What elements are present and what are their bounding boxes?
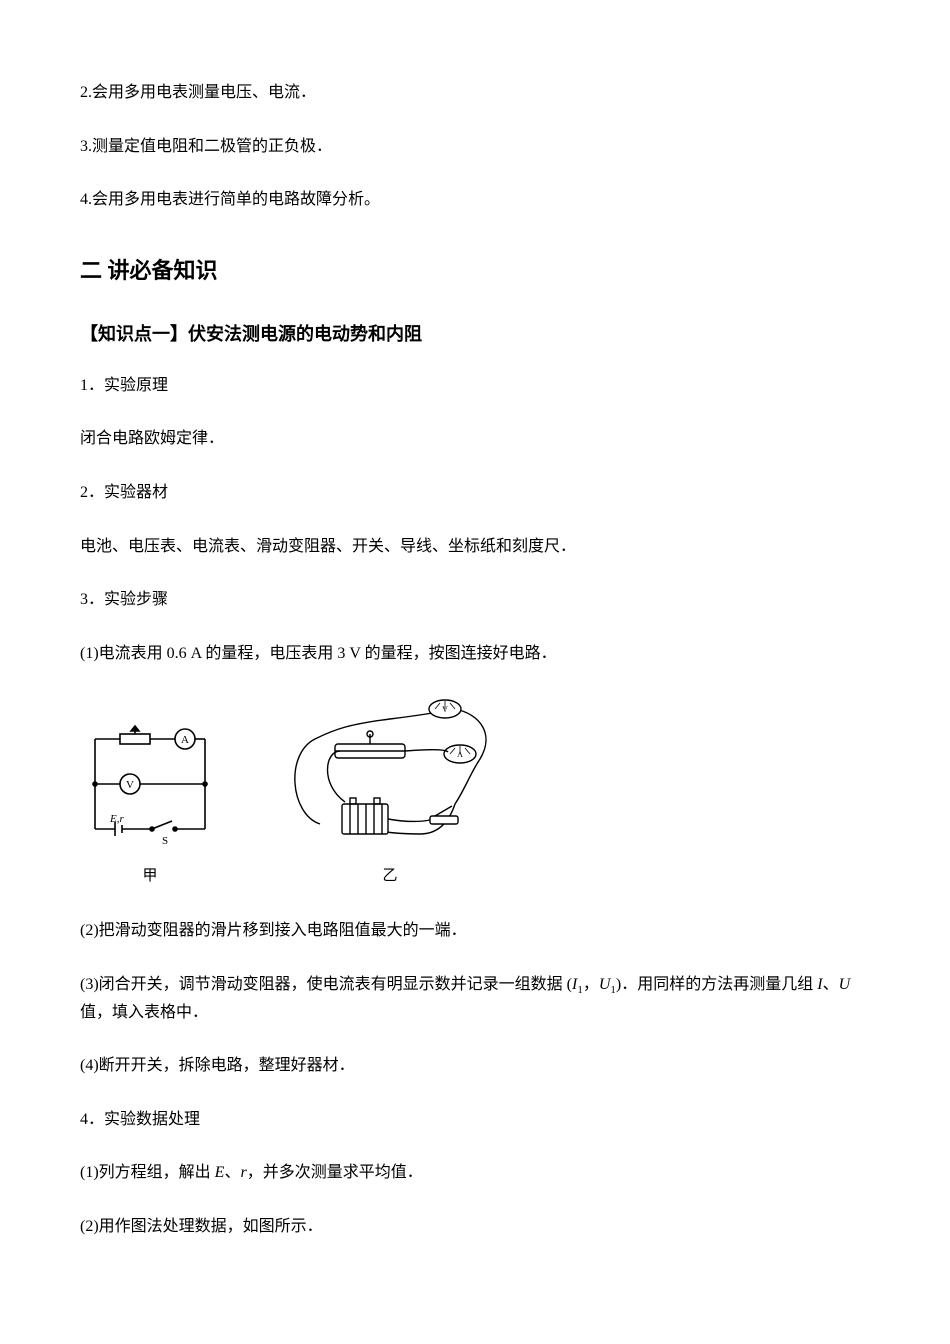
dp1-E: E: [215, 1164, 225, 1181]
ammeter-label: A: [181, 734, 189, 746]
circuit-diagram-a: A V E,r S: [80, 724, 220, 854]
intro-item-4: 4.会用多用电表进行简单的电路故障分析。: [80, 187, 870, 213]
data-processing-label: 4．实验数据处理: [80, 1107, 870, 1133]
figure-a-label: 甲: [142, 864, 157, 888]
dp-2: (2)用作图法处理数据，如图所示．: [80, 1214, 870, 1240]
step-1: (1)电流表用 0.6 A 的量程，电压表用 3 V 的量程，按图连接好电路．: [80, 641, 870, 667]
step-4: (4)断开开关，拆除电路，整理好器材．: [80, 1053, 870, 1079]
principle-body: 闭合电路欧姆定律．: [80, 426, 870, 452]
step-2: (2)把滑动变阻器的滑片移到接入电路阻值最大的一端．: [80, 918, 870, 944]
apparatus-body: 电池、电压表、电流表、滑动变阻器、开关、导线、坐标纸和刻度尺．: [80, 534, 870, 560]
pictorial-diagram-b: V A: [280, 694, 500, 854]
step-3: (3)闭合开关，调节滑动变阻器，使电流表有明显示数并记录一组数据 (I1，U1)…: [80, 972, 870, 1025]
step3-text-c: 值，填入表格中．: [80, 1004, 208, 1021]
principle-label: 1．实验原理: [80, 373, 870, 399]
dp1-b: ，并多次测量求平均值．: [247, 1164, 423, 1181]
figure-row: A V E,r S 甲: [80, 694, 870, 888]
switch-label: S: [162, 835, 168, 847]
steps-label: 3．实验步骤: [80, 587, 870, 613]
pictorial-a-label: A: [457, 750, 463, 759]
knowledge-point-1-title: 【知识点一】伏安法测电源的电动势和内阻: [80, 320, 870, 349]
pictorial-v-label: V: [442, 705, 448, 714]
step3-U: U: [839, 976, 851, 993]
section-2-heading: 二 讲必备知识: [80, 253, 870, 288]
figure-b-label: 乙: [382, 864, 397, 888]
dp-1: (1)列方程组，解出 E、r，并多次测量求平均值．: [80, 1160, 870, 1186]
step3-U1: U: [599, 976, 611, 993]
apparatus-label: 2．实验器材: [80, 480, 870, 506]
step3-text-b: )．用同样的方法再测量几组: [616, 976, 817, 993]
emf-label: E,r: [109, 813, 124, 825]
step3-comma: ，: [583, 976, 599, 993]
intro-item-3: 3.测量定值电阻和二极管的正负极．: [80, 134, 870, 160]
voltmeter-label: V: [126, 779, 134, 791]
step3-text-a: (3)闭合开关，调节滑动变阻器，使电流表有明显示数并记录一组数据 (: [80, 976, 572, 993]
figure-b-col: V A 乙: [280, 694, 500, 888]
step3-sep: 、: [823, 976, 839, 993]
dp1-a: (1)列方程组，解出: [80, 1164, 215, 1181]
intro-item-2: 2.会用多用电表测量电压、电流．: [80, 80, 870, 106]
figure-a-col: A V E,r S 甲: [80, 724, 220, 888]
dp1-sep: 、: [224, 1164, 240, 1181]
